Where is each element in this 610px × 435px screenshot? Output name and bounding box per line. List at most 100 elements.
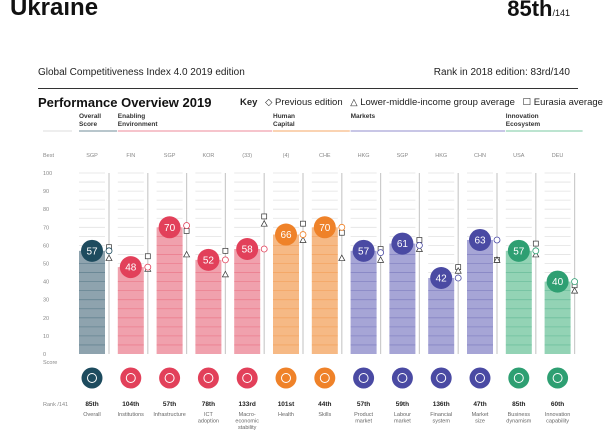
pillar-rank: 57th	[357, 401, 370, 408]
y-tick-label: 30	[43, 298, 49, 304]
overall-rank: 85th/141	[507, 0, 570, 22]
previous-edition-marker	[493, 236, 501, 244]
best-country: SGP	[86, 153, 98, 159]
pillar-rank: 85th	[85, 401, 98, 408]
group-average-marker	[105, 254, 113, 261]
y-tick-label: 80	[43, 207, 49, 213]
legend-group-average: △ Lower-middle-income group average	[350, 97, 515, 108]
score-value: 52	[203, 255, 215, 266]
best-country: (4)	[283, 153, 290, 159]
pillar-icon	[275, 367, 297, 389]
y-tick-label: 100	[43, 171, 52, 177]
pillar-icon-glyph	[513, 373, 524, 383]
section-title: Performance Overview 2019	[38, 95, 212, 110]
pillar-label-line: ICT	[204, 412, 214, 418]
pillar-rank: 136th	[433, 401, 450, 408]
pillar-icon	[391, 367, 413, 389]
y-tick-label: 40	[43, 280, 49, 286]
best-country: USA	[513, 153, 525, 159]
legend-eurasia-average: ☐ Eurasia average	[522, 97, 603, 108]
score-value: 66	[280, 230, 292, 241]
y-tick-label: 20	[43, 316, 49, 322]
pillar-rank: 57th	[163, 401, 176, 408]
y-tick-label: 10	[43, 334, 49, 340]
pillar-label: Health	[278, 412, 294, 418]
pillar-label: Market size	[472, 412, 489, 425]
score-bar	[505, 250, 532, 354]
best-country: HKG	[435, 153, 447, 159]
score-circle	[507, 239, 530, 262]
pillar-label: Macro-economic stability	[235, 412, 259, 431]
group-average-marker	[571, 286, 579, 294]
pillar-label-line: Innovation	[545, 412, 570, 418]
divider	[38, 88, 578, 89]
pillar-label-line: Business	[508, 412, 531, 418]
eurasia-average-marker	[261, 213, 268, 220]
previous-edition-marker	[105, 247, 113, 255]
score-circle	[313, 216, 336, 239]
group-average-marker	[260, 219, 268, 227]
score-value: 42	[436, 273, 448, 284]
group-label: Ecosystem	[506, 121, 541, 128]
group-average-marker	[493, 256, 501, 263]
pillar-icon-glyph	[436, 373, 447, 383]
previous-edition-marker	[299, 231, 307, 238]
pillar-rank: 78th	[202, 401, 215, 408]
score-value: 70	[164, 223, 176, 234]
score-bar	[311, 227, 338, 354]
score-circle	[197, 248, 220, 271]
pillar-icon-glyph	[552, 373, 563, 383]
best-country: (33)	[242, 153, 252, 159]
group-label: Enabling	[118, 113, 145, 120]
best-country: CHN	[474, 153, 486, 159]
score-circle	[352, 239, 375, 262]
pillar-icon-glyph	[125, 373, 136, 383]
previous-edition-marker	[338, 223, 346, 231]
pillar-icon	[508, 367, 530, 389]
previous-edition-marker	[260, 245, 268, 253]
rank-total: /141	[552, 8, 570, 18]
eurasia-average-marker	[183, 228, 190, 234]
pillar-label-line: Macro-	[239, 412, 256, 418]
pillar-icon	[81, 367, 103, 389]
pillar-label-line: system	[432, 419, 450, 425]
score-bar	[428, 277, 455, 354]
score-bar	[544, 281, 571, 354]
pillar-label-line: Financial	[430, 412, 452, 418]
pillar-rank: 101st	[278, 401, 295, 408]
pillar-label-line: market	[394, 419, 411, 425]
pillar-label: Product market	[354, 412, 373, 425]
rank-value: 85th	[507, 0, 553, 21]
pillar-label: Business dynamism	[506, 412, 531, 425]
pillar-icon-glyph	[281, 373, 291, 383]
pillar-label-line: dynamism	[506, 419, 531, 425]
score-value: 57	[513, 246, 525, 257]
pillar-label-line: Health	[278, 412, 294, 418]
best-label: Best	[43, 153, 54, 159]
previous-edition-marker	[532, 247, 540, 255]
score-value: 61	[397, 239, 409, 250]
previous-edition-marker	[377, 249, 385, 257]
group-label: Markets	[351, 113, 376, 120]
score-bar	[156, 227, 183, 354]
group-average-marker	[299, 236, 307, 243]
pillar-rank: 104th	[122, 401, 139, 408]
score-bar	[273, 234, 299, 354]
pillar-label-line: Product	[354, 412, 373, 418]
eurasia-average-marker	[416, 237, 423, 243]
previous-edition-marker	[221, 256, 229, 264]
previous-rank: Rank in 2018 edition: 83rd/140	[433, 67, 570, 78]
score-bar	[350, 250, 377, 354]
pillar-icon-glyph	[358, 373, 369, 383]
score-value: 57	[86, 246, 98, 257]
pillar-label: Labour market	[394, 412, 411, 425]
pillar-label-line: size	[475, 419, 485, 425]
pillar-icon	[469, 367, 491, 389]
rank-label: Rank /141	[43, 402, 68, 408]
score-value: 63	[474, 235, 486, 246]
previous-edition-marker	[454, 274, 462, 282]
group-label: Score	[79, 121, 97, 128]
pillar-icon-glyph	[319, 373, 330, 383]
